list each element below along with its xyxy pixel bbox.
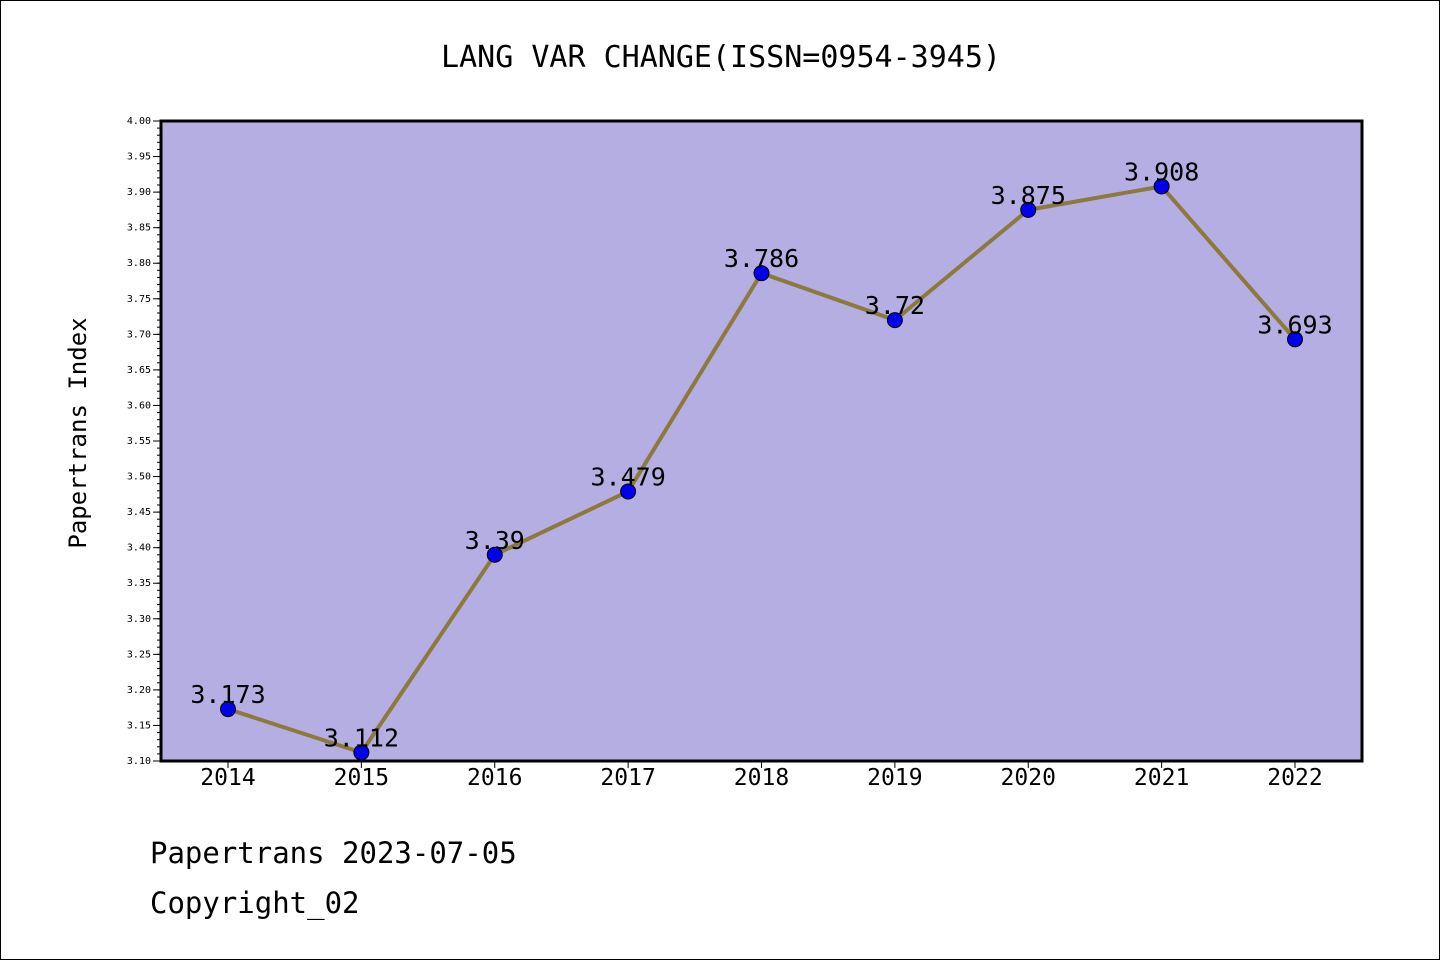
y-tick-label: 3.70 [127,329,151,340]
footer-copyright: Copyright_02 [150,886,360,920]
y-tick-label: 3.80 [127,258,151,269]
x-tick-label: 2017 [600,765,655,791]
data-label: 3.693 [1257,310,1332,339]
x-tick-label: 2020 [1001,765,1056,791]
data-label: 3.72 [865,291,925,320]
plot-area [161,121,1362,761]
y-tick-label: 3.15 [127,720,151,731]
data-labels: 3.173 3.112 3.39 3.479 3.786 3.72 3.875 3.908 3.… [190,157,1332,752]
y-tick-label: 4.00 [127,116,151,127]
y-tick-label: 3.75 [127,294,151,305]
x-tick-label: 2015 [334,765,389,791]
data-label: 3.112 [324,723,399,752]
data-label: 3.908 [1124,157,1199,186]
y-tick-label: 3.35 [127,578,151,589]
data-label: 3.479 [590,462,665,491]
x-tick-label: 2018 [734,765,789,791]
y-tick-label: 3.10 [127,756,151,767]
data-point [220,701,236,718]
y-tick-label: 3.90 [127,187,151,198]
y-tick-label: 3.55 [127,436,151,447]
data-label: 3.786 [724,244,799,273]
data-label: 3.875 [991,181,1066,210]
data-point [1153,178,1170,195]
x-tick-label: 2022 [1267,765,1322,791]
data-point [1287,331,1303,348]
y-tick-label: 3.30 [127,614,151,625]
x-tick-label: 2014 [200,765,255,791]
data-point [620,483,637,500]
data-point [753,265,770,282]
chart-title: LANG VAR CHANGE(ISSN=0954-3945) [441,40,1001,75]
data-point [886,312,903,329]
data-label: 3.39 [465,526,525,555]
y-tick-label: 3.40 [127,543,151,554]
y-tick-label: 3.50 [127,472,151,483]
y-axis-label: Papertrans Index [64,317,92,548]
x-tick-label: 2021 [1134,765,1189,791]
x-axis-ticks: 2014 2015 2016 2017 2018 2019 2020 2021 2022 [200,761,1323,791]
data-point [1020,201,1037,218]
data-label: 3.173 [190,680,265,709]
y-tick-label: 3.20 [127,685,151,696]
y-axis-ticks: 3.10 3.15 3.20 3.25 3.30 3.35 3.40 3.45 3.50 3.55… [127,116,161,767]
x-tick-label: 2016 [467,765,522,791]
plot-border [159,119,1364,763]
y-tick-label: 3.65 [127,365,151,376]
y-tick-label: 3.60 [127,400,151,411]
y-tick-label: 3.85 [127,223,151,234]
y-tick-label: 3.25 [127,649,151,660]
data-point [486,546,503,563]
y-tick-label: 3.95 [127,152,151,163]
footer-date: Papertrans 2023-07-05 [150,836,517,870]
data-points [220,178,1303,761]
x-tick-label: 2019 [867,765,922,791]
y-tick-label: 3.45 [127,507,151,518]
